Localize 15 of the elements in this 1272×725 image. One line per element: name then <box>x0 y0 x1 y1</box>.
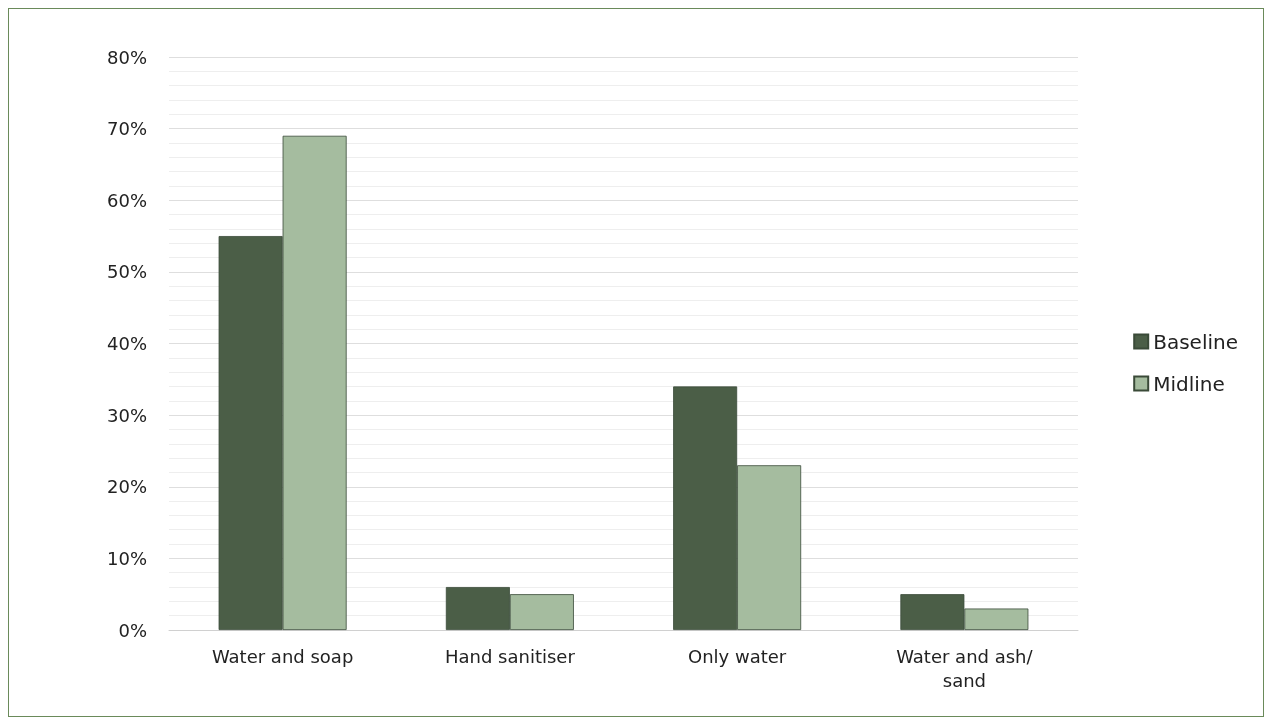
legend-label: Midline <box>1153 371 1225 396</box>
x-tick-label: Hand sanitiser <box>444 645 576 667</box>
y-tick-label: 50% <box>106 261 147 283</box>
y-tick-label: 0% <box>118 619 147 641</box>
y-tick-label: 10% <box>106 547 147 569</box>
y-tick-label: 60% <box>106 189 147 211</box>
y-tick-label: 70% <box>106 118 147 140</box>
y-tick-label: 40% <box>106 333 147 354</box>
y-tick-label: 80% <box>106 46 147 68</box>
x-tick-label: Water and ash/sand <box>896 645 1034 691</box>
x-tick-label: Water and soap <box>211 645 354 667</box>
x-tick-label: Only water <box>688 645 787 667</box>
y-tick-label: 30% <box>106 404 147 426</box>
y-tick-label: 20% <box>106 476 147 498</box>
legend-label: Baseline <box>1153 329 1238 354</box>
